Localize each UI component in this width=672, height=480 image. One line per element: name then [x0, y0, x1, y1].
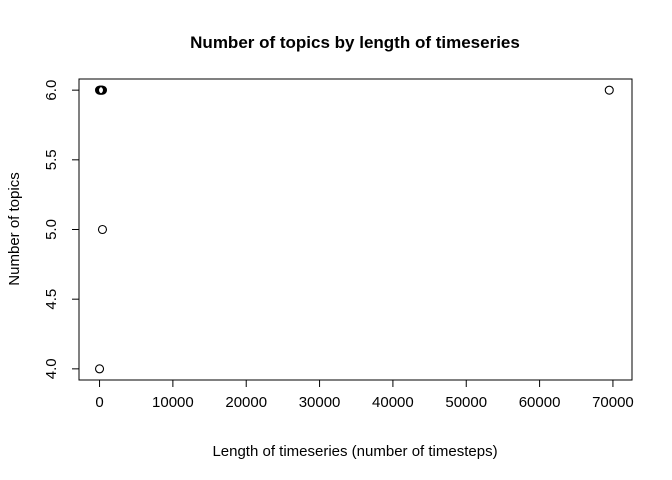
data-point: [97, 85, 108, 95]
data-point: [604, 85, 614, 95]
y-tick-label: 4.5: [43, 289, 60, 310]
y-tick-label: 5.0: [43, 219, 60, 240]
y-axis-label: Number of topics: [6, 172, 23, 285]
x-axis-label: Length of timeseries (number of timestep…: [212, 443, 497, 460]
x-axis: 0 10000 20000 30000 40000 50000 60000 70000: [95, 379, 634, 411]
y-tick-label: 6.0: [43, 80, 60, 101]
x-tick-label: 30000: [299, 394, 341, 411]
x-tick-label: 50000: [445, 394, 487, 411]
y-tick-label: 4.0: [43, 358, 60, 379]
y-axis: 4.0 4.5 5.0 5.5 6.0: [43, 80, 80, 379]
x-tick-label: 0: [95, 394, 103, 411]
chart-title: Number of topics by length of timeseries: [190, 33, 520, 52]
x-tick-label: 10000: [152, 394, 194, 411]
x-tick-label: 40000: [372, 394, 414, 411]
plot-area: [78, 78, 633, 381]
data-point: [97, 224, 108, 235]
x-tick-label: 60000: [519, 394, 561, 411]
x-tick-label: 20000: [225, 394, 267, 411]
x-tick-label: 70000: [592, 394, 634, 411]
data-points: [94, 85, 614, 374]
data-point: [94, 364, 105, 374]
y-tick-label: 5.5: [43, 149, 60, 170]
